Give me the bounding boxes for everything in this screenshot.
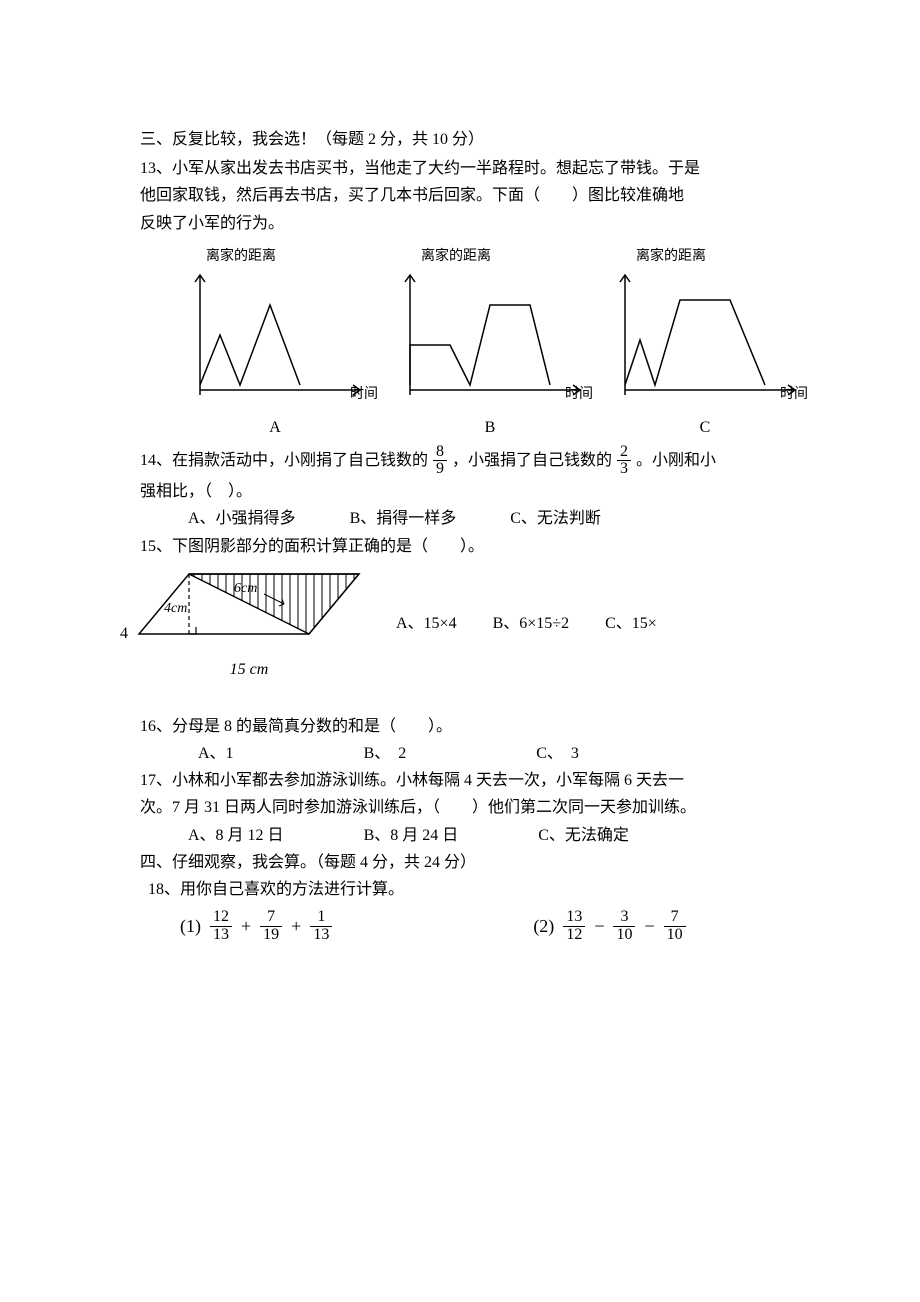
eq1-t2: 7 19 xyxy=(260,909,282,944)
q16-optA: A、1 xyxy=(198,740,234,767)
chart-a-line xyxy=(200,305,300,385)
chart-b-line xyxy=(410,305,550,385)
dim-hyp: 6cm xyxy=(234,581,257,596)
q13-chart-c: 离家的距离 时间 C xyxy=(600,245,810,442)
q15-leading4: 4 xyxy=(120,620,128,647)
q13-chart-a: 离家的距离 时间 A xyxy=(170,245,380,442)
q15-optB: B、6×15÷2 xyxy=(493,610,569,637)
q14-frac2: 2 3 xyxy=(617,444,631,479)
section4-title: 四、仔细观察，我会算。（每题 4 分，共 24 分） xyxy=(140,849,800,876)
q14-optC: C、无法判断 xyxy=(510,505,601,532)
frac-den: 10 xyxy=(664,927,686,944)
q16-optC: C、 3 xyxy=(536,740,579,767)
frac-den: 19 xyxy=(260,927,282,944)
eq2-t2: 3 10 xyxy=(613,909,635,944)
frac-den: 9 xyxy=(433,461,447,478)
chart-xlabel: 时间 xyxy=(565,383,593,407)
frac-num: 8 xyxy=(433,444,447,462)
q16-stem: 16、分母是 8 的最简真分数的和是（ ）。 xyxy=(140,713,800,740)
q17-line2: 次。7 月 31 日两人同时参加游泳训练后，（ ）他们第二次同一天参加训练。 xyxy=(140,794,800,821)
eq1-op2: + xyxy=(289,911,303,942)
dim-h: 4cm xyxy=(164,601,187,616)
chart-c-svg xyxy=(605,265,805,405)
eq2-op2: − xyxy=(642,911,656,942)
q15-figure: 4cm 6cm 15 cm xyxy=(134,564,364,683)
frac-den: 12 xyxy=(563,927,585,944)
frac-num: 3 xyxy=(613,909,635,927)
q14-frac1: 8 9 xyxy=(433,444,447,479)
q13-line3: 反映了小军的行为。 xyxy=(140,210,800,237)
eq2-t3: 7 10 xyxy=(664,909,686,944)
frac-den: 10 xyxy=(613,927,635,944)
dim-base: 15 cm xyxy=(230,661,269,678)
q18-eq1: (1) 12 13 + 7 19 + 1 13 xyxy=(180,909,333,944)
eq1-t1: 12 13 xyxy=(210,909,232,944)
q14-post1: 。小刚和小 xyxy=(636,452,716,469)
frac-den: 3 xyxy=(617,461,631,478)
q17-optA: A、8 月 12 日 xyxy=(188,822,284,849)
q14-mid1: ，小强捐了自己钱数的 xyxy=(452,452,612,469)
q13-chart-b: 离家的距离 时间 B xyxy=(385,245,595,442)
eq1-prefix: (1) xyxy=(180,911,201,942)
eq2-prefix: (2) xyxy=(533,911,554,942)
chart-a-letter: A xyxy=(269,414,281,441)
eq1-t3: 1 13 xyxy=(310,909,332,944)
q17-line1: 17、小林和小军都去参加游泳训练。小林每隔 4 天去一次，小军每隔 6 天去一 xyxy=(140,767,800,794)
eq2-t1: 13 12 xyxy=(563,909,585,944)
chart-b-svg xyxy=(390,265,590,405)
chart-a-svg xyxy=(180,265,370,405)
chart-c-letter: C xyxy=(700,414,711,441)
q14-optA: A、小强捐得多 xyxy=(188,505,296,532)
eq2-op1: − xyxy=(592,911,606,942)
frac-den: 13 xyxy=(310,927,332,944)
frac-num: 7 xyxy=(260,909,282,927)
eq1-op1: + xyxy=(239,911,253,942)
q13-line1: 13、小军从家出发去书店买书，当他走了大约一半路程时。想起忘了带钱。于是 xyxy=(140,155,800,182)
frac-num: 12 xyxy=(210,909,232,927)
q15-figure-wrap: 4 xyxy=(120,564,368,683)
q15-wrap: 4 xyxy=(120,564,800,683)
chart-b-letter: B xyxy=(485,414,496,441)
q18-eq2: (2) 13 12 − 3 10 − 7 10 xyxy=(533,909,686,944)
section3-title: 三、反复比较，我会选！（每题 2 分，共 10 分） xyxy=(140,126,800,153)
q15-optC: C、15× xyxy=(605,610,657,637)
q16-options: A、1 B、 2 C、 3 xyxy=(198,740,800,767)
q14-line1: 14、在捐款活动中，小刚捐了自己钱数的 8 9 ，小强捐了自己钱数的 2 3 。… xyxy=(140,444,800,479)
q18-equations: (1) 12 13 + 7 19 + 1 13 (2) 13 12 − xyxy=(180,909,800,944)
q17-optC: C、无法确定 xyxy=(538,822,629,849)
chart-xlabel: 时间 xyxy=(780,383,808,407)
frac-num: 13 xyxy=(563,909,585,927)
q15-options: A、15×4 B、6×15÷2 C、15× xyxy=(396,610,657,637)
q14-pre1: 14、在捐款活动中，小刚捐了自己钱数的 xyxy=(140,452,428,469)
frac-den: 13 xyxy=(210,927,232,944)
q13-line2: 他回家取钱，然后再去书店，买了几本书后回家。下面（ ）图比较准确地 xyxy=(140,182,800,209)
q14-line2: 强相比，（ ）。 xyxy=(140,478,800,505)
frac-num: 2 xyxy=(617,444,631,462)
q18-stem: 18、用你自己喜欢的方法进行计算。 xyxy=(140,876,800,903)
frac-num: 1 xyxy=(310,909,332,927)
frac-num: 7 xyxy=(664,909,686,927)
q17-options: A、8 月 12 日 B、8 月 24 日 C、无法确定 xyxy=(188,822,800,849)
q16-optB: B、 2 xyxy=(364,740,407,767)
q14-options: A、小强捐得多 B、捐得一样多 C、无法判断 xyxy=(188,505,800,532)
q17-optB: B、8 月 24 日 xyxy=(364,822,459,849)
exam-page: 三、反复比较，我会选！（每题 2 分，共 10 分） 13、小军从家出发去书店买… xyxy=(0,0,920,1302)
chart-c-line xyxy=(625,300,765,385)
chart-xlabel: 时间 xyxy=(350,383,378,407)
q13-charts-row: 离家的距离 时间 A 离家的距离 时间 B xyxy=(170,245,810,442)
q15-stem: 15、下图阴影部分的面积计算正确的是（ ）。 xyxy=(140,533,800,560)
q14-optB: B、捐得一样多 xyxy=(350,505,457,532)
parallelogram-svg: 4cm 6cm xyxy=(134,564,364,654)
q15-optA: A、15×4 xyxy=(396,610,457,637)
